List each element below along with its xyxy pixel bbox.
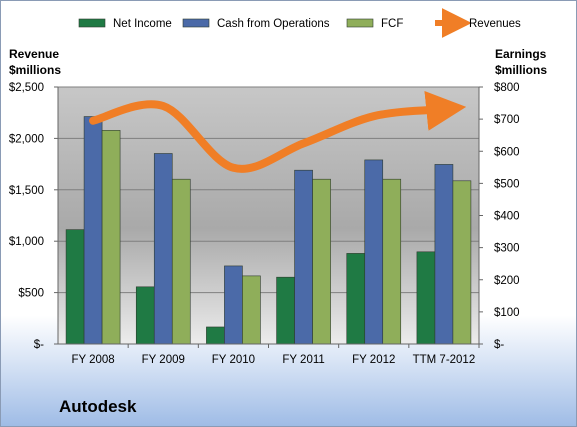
left-tick-label: $2,500 xyxy=(9,82,44,94)
legend-label: FCF xyxy=(381,18,403,30)
bar xyxy=(346,253,366,345)
right-tick-label: $500 xyxy=(494,178,520,190)
legend-swatch xyxy=(182,18,210,28)
bar xyxy=(83,116,103,345)
legend-label: Net Income xyxy=(113,18,172,30)
bar xyxy=(135,286,155,345)
category-label: FY 2012 xyxy=(352,354,395,366)
bar xyxy=(206,326,225,345)
left-tick-label: $500 xyxy=(18,288,44,300)
bar xyxy=(101,130,121,345)
bar xyxy=(242,275,261,345)
right-tick-label: $- xyxy=(494,339,504,351)
category-label: TTM 7-2012 xyxy=(413,354,476,366)
bar xyxy=(171,178,191,345)
bar xyxy=(294,169,313,345)
bar xyxy=(65,229,85,345)
bar xyxy=(276,276,295,345)
right-tick-label: $800 xyxy=(494,82,520,94)
left-tick-label: $2,000 xyxy=(9,133,44,145)
left-tick-label: $1,000 xyxy=(9,236,44,248)
bar xyxy=(434,164,454,345)
right-tick-label: $600 xyxy=(494,146,520,158)
right-axis-title-line1: Earnings xyxy=(495,47,547,61)
legend-swatch xyxy=(78,18,106,28)
bar xyxy=(153,153,173,345)
right-tick-label: $100 xyxy=(494,307,520,319)
bar xyxy=(382,178,402,345)
legend-swatch xyxy=(346,18,374,28)
category-label: FY 2010 xyxy=(212,354,255,366)
legend-label: Cash from Operations xyxy=(217,18,330,30)
right-axis-title: Earnings $millions xyxy=(495,46,547,78)
bar xyxy=(416,251,436,345)
right-tick-label: $400 xyxy=(494,211,520,223)
right-tick-label: $700 xyxy=(494,114,520,126)
bar xyxy=(452,180,472,345)
left-axis-title: Revenue $millions xyxy=(9,46,61,78)
company-title: Autodesk xyxy=(59,397,137,416)
plot-area xyxy=(58,87,479,344)
left-tick-label: $1,500 xyxy=(9,185,44,197)
right-tick-label: $200 xyxy=(494,275,520,287)
legend-label: Revenues xyxy=(469,18,521,30)
revenue-line xyxy=(89,90,467,173)
bar xyxy=(224,265,243,345)
category-label: FY 2008 xyxy=(71,354,114,366)
bar xyxy=(364,159,384,345)
left-axis-title-line2: $millions xyxy=(9,63,62,77)
left-tick-label: $- xyxy=(34,339,44,351)
right-tick-label: $300 xyxy=(494,243,520,255)
bar xyxy=(312,178,331,345)
right-axis-title-line2: $millions xyxy=(495,63,548,77)
left-axis-title-line1: Revenue xyxy=(9,47,60,61)
category-label: FY 2011 xyxy=(282,354,324,366)
category-label: FY 2009 xyxy=(142,354,185,366)
